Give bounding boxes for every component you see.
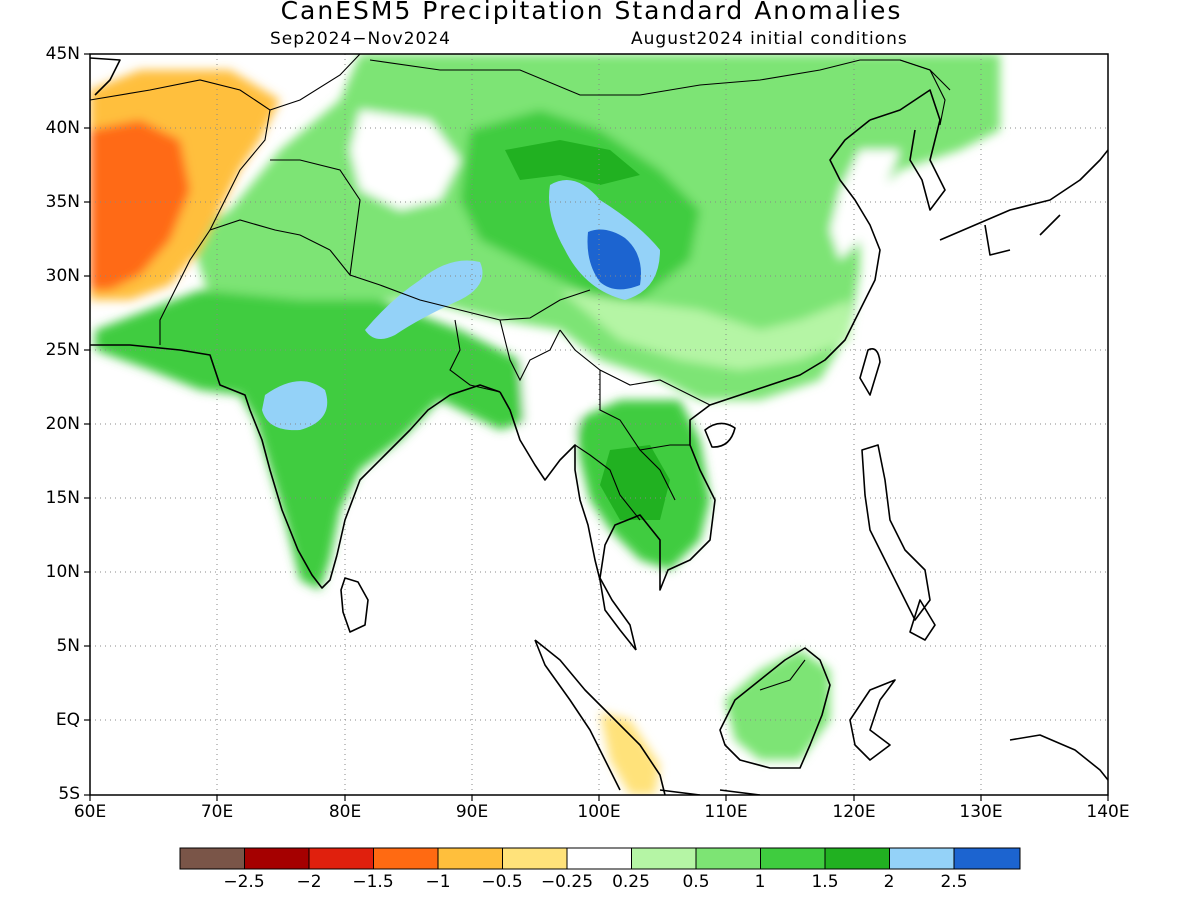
- anomaly-region-sumatra-dry: [600, 712, 660, 795]
- coast-new-guinea: [1009, 734, 1108, 781]
- lat-label-5n: 5N: [56, 636, 80, 656]
- colorbar-label-m0-5: −0.5: [481, 872, 523, 892]
- anomaly-core-indochina: [600, 445, 670, 520]
- lon-label-130e: 130E: [959, 802, 1003, 822]
- lat-label-35n: 35N: [45, 192, 80, 212]
- coast-sulawesi: [849, 679, 896, 761]
- colorbar-swatch-6: [502, 847, 568, 870]
- lat-label-30n: 30N: [45, 266, 80, 286]
- colorbar: [179, 847, 1021, 870]
- coast-philippines: [861, 444, 936, 641]
- anomaly-core-central-india: [262, 381, 328, 431]
- colorbar-swatch-7: [566, 847, 632, 870]
- colorbar-label-m1: −1: [425, 872, 451, 892]
- lat-label-25n: 25N: [45, 340, 80, 360]
- lon-label-140e: 140E: [1086, 802, 1130, 822]
- tick-marks: [84, 53, 1109, 801]
- colorbar-swatch-9: [695, 847, 761, 870]
- coast-korea: [869, 89, 946, 211]
- coast-sumatra: [534, 639, 666, 795]
- colorbar-swatch-1: [179, 847, 245, 870]
- anomaly-core-china: [505, 140, 640, 185]
- coast-caspian: [90, 57, 121, 96]
- coast-borneo: [719, 647, 831, 769]
- anomaly-region-borneo: [725, 650, 830, 760]
- anomaly-core-tibet-south: [365, 260, 483, 339]
- colorbar-label-m1-5: −1.5: [352, 872, 394, 892]
- lat-label-15n: 15N: [45, 488, 80, 508]
- lon-label-100e: 100E: [577, 802, 621, 822]
- lat-label-20n: 20N: [45, 414, 80, 434]
- lat-label-10n: 10N: [45, 562, 80, 582]
- anomaly-region-india: [95, 290, 530, 590]
- coast-india-east: [336, 384, 501, 556]
- colorbar-swatch-4: [373, 847, 439, 870]
- colorbar-swatch-13: [953, 847, 1021, 870]
- coast-south-china: [739, 119, 881, 396]
- lat-label-5s: 5S: [58, 784, 80, 804]
- coast-burma-malaya: [499, 391, 637, 651]
- coastlines: [90, 57, 1108, 795]
- coast-japan: [939, 149, 1108, 256]
- colorbar-swatch-12: [889, 847, 955, 870]
- lat-label-eq: EQ: [55, 710, 80, 730]
- lon-label-70e: 70E: [200, 802, 234, 822]
- colorbar-label-1-5: 1.5: [811, 872, 839, 892]
- colorbar-swatch-10: [760, 847, 826, 870]
- colorbar-label-2: 2: [883, 872, 895, 892]
- colorbar-swatch-2: [244, 847, 310, 870]
- colorbar-label-m0-25: −0.25: [540, 872, 594, 892]
- colorbar-label-0-5: 0.5: [682, 872, 710, 892]
- coast-sri-lanka: [340, 577, 369, 633]
- lon-label-110e: 110E: [704, 802, 748, 822]
- anomaly-region-tibet-white: [350, 110, 460, 210]
- coast-india-west: [249, 409, 338, 589]
- forecast-period: Sep2024−Nov2024: [270, 29, 451, 49]
- anomaly-region-myanmar-white: [520, 360, 580, 470]
- colorbar-label-0-25: 0.25: [612, 872, 650, 892]
- anomaly-core-sichuan-max: [587, 229, 641, 290]
- coast-gulf-of-thailand: [599, 394, 741, 651]
- lat-label-40n: 40N: [45, 118, 80, 138]
- lon-label-80e: 80E: [328, 802, 362, 822]
- colorbar-label-1: 1: [754, 872, 766, 892]
- colorbar-label-m2-5: −2.5: [223, 872, 265, 892]
- coast-java: [659, 789, 761, 795]
- coast-arabian-sea: [90, 344, 251, 411]
- initial-conditions: August2024 initial conditions: [631, 29, 908, 49]
- colorbar-swatch-8: [631, 847, 697, 870]
- lon-label-120e: 120E: [832, 802, 876, 822]
- colorbar-swatch-11: [824, 847, 890, 870]
- coast-hainan: [704, 422, 736, 448]
- lon-label-90e: 90E: [455, 802, 489, 822]
- colorbar-swatch-5: [437, 847, 503, 870]
- country-borders: [90, 54, 951, 691]
- coast-taiwan: [859, 348, 881, 396]
- anomaly-region-east-china-white: [830, 150, 900, 260]
- map-title: CanESM5 Precipitation Standard Anomalies: [280, 0, 903, 25]
- anomaly-region-plateau-light: [560, 290, 850, 370]
- colorbar-label-2-5: 2.5: [940, 872, 968, 892]
- colorbar-label-m2: −2: [296, 872, 322, 892]
- lon-label-60e: 60E: [73, 802, 107, 822]
- colorbar-swatch-3: [308, 847, 374, 870]
- lat-label-45n: 45N: [45, 44, 80, 64]
- anomaly-region-iran-dry-core: [90, 120, 190, 290]
